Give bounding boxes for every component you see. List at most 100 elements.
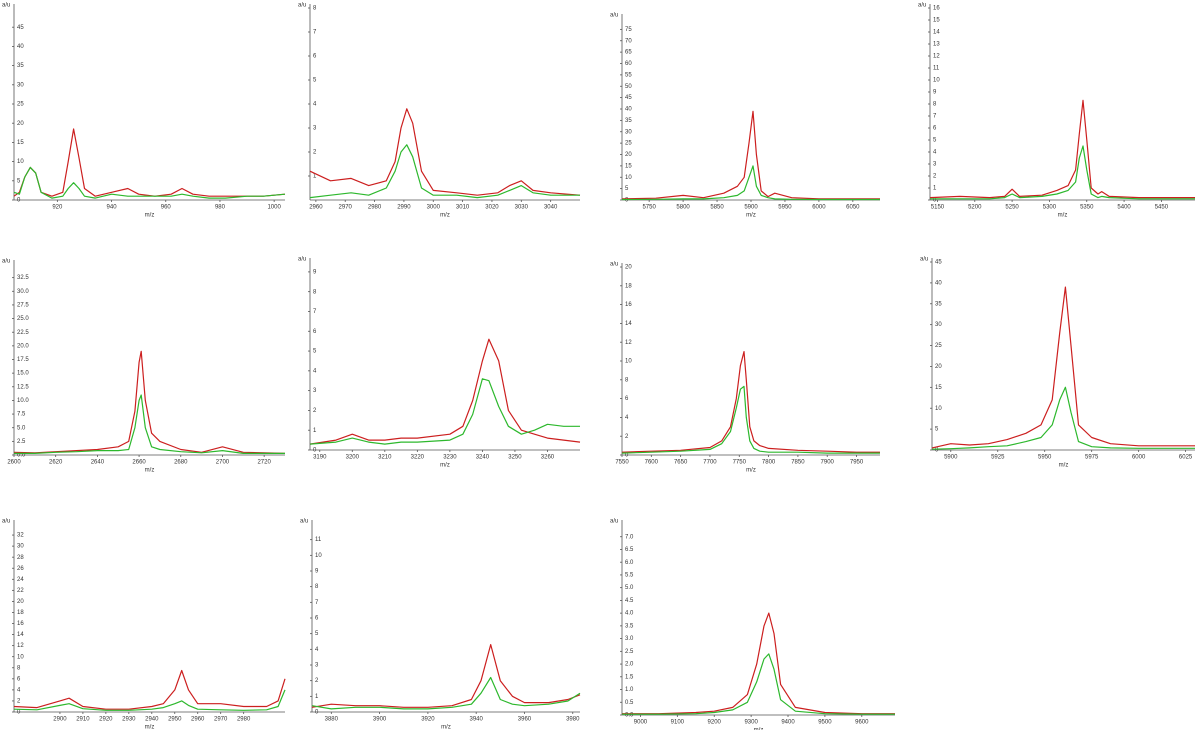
y-tick-label: 15 [935,385,942,391]
x-tick-label: 9300 [744,720,758,726]
y-tick-label: 5 [315,631,319,637]
x-tick-label: 2720 [257,460,271,466]
x-tick-label: 9600 [855,720,869,726]
spectrum-panel: a/u m/z 0.0 2.5 5.0 7.5 10.0 12.5 15.0 17.5 20.0 22… [2,259,286,474]
y-tick-label: 10 [17,654,24,660]
x-tick-label: 5150 [931,205,945,211]
y-tick-label: 3 [313,126,317,132]
y-tick-label: 4 [313,368,317,374]
y-tick-label: 25 [17,102,24,108]
y-tick-label: 15 [625,163,632,169]
x-tick-label: 7600 [645,460,659,466]
y-tick-label: 4 [933,150,937,156]
x-axis-title: m/z [441,725,451,730]
x-tick-label: 960 [161,205,172,211]
y-tick-label: 50 [625,84,632,90]
y-tick-label: 8 [933,102,937,108]
y-tick-label: 8 [625,377,629,383]
y-axis-title: a/u [610,13,618,19]
y-tick-label: 6 [313,329,317,335]
y-tick-label: 5.5 [625,573,634,579]
x-tick-label: 3230 [443,455,457,461]
x-tick-label: 3190 [313,455,327,461]
spectrum-panel: a/u m/z 0 1 2 3 4 5 6 7 8 9 10 11 3880 3900 3920 3940 3960… [300,519,581,730]
y-tick-label: 30 [17,82,24,88]
spectrum-panel: a/u m/z 0 1 2 3 4 5 6 7 8 9 3190 3200 3210 3220 3230 3240… [298,257,581,469]
y-axis-title: a/u [2,259,10,265]
y-tick-label: 2.0 [625,662,634,668]
x-tick-label: 5250 [1005,205,1019,211]
y-tick-label: 8 [315,584,319,590]
x-tick-label: 5925 [991,455,1005,461]
y-tick-label: 5 [313,78,317,84]
y-tick-label: 1.0 [625,687,634,693]
y-tick-label: 10 [933,78,940,84]
x-tick-label: 2620 [49,460,63,466]
x-tick-label: 5300 [1043,205,1057,211]
spectrum-line [930,145,1195,200]
y-tick-label: 0 [625,453,629,459]
x-tick-label: 2960 [191,717,205,723]
x-tick-label: 2970 [339,205,353,211]
x-tick-label: 980 [215,205,226,211]
x-tick-label: 5750 [642,205,656,211]
y-tick-label: 8 [17,665,21,671]
spectrum-line [13,350,286,454]
y-tick-label: 7 [313,30,317,36]
y-tick-label: 3 [315,663,319,669]
y-tick-label: 45 [17,25,24,31]
x-tick-label: 2970 [214,717,228,723]
y-tick-label: 25.0 [17,316,29,322]
x-tick-label: 5450 [1155,205,1169,211]
x-tick-label: 3010 [456,205,470,211]
spectrum-line [931,386,1195,450]
spectrum-line [621,385,880,454]
y-tick-label: 15 [17,140,24,146]
y-tick-label: 16 [17,621,24,627]
x-tick-label: 3980 [566,717,580,723]
y-tick-label: 7.0 [625,534,634,540]
spectrum-line [309,144,580,199]
y-tick-label: 20 [17,121,24,127]
y-tick-label: 12 [625,340,632,346]
spectrum-line [622,612,895,715]
y-tick-label: 10 [935,406,942,412]
y-tick-label: 7.5 [17,412,26,418]
y-tick-label: 6.5 [625,547,634,553]
y-tick-label: 30.0 [17,289,29,295]
y-axis-title: a/u [2,3,10,9]
y-tick-label: 20.0 [17,343,29,349]
y-tick-label: 75 [625,27,632,33]
spectrum-panel: a/u m/z 0.0 0.5 1.0 1.5 2.0 2.5 3.0 3.5 4.0 4.5 5.0 5… [610,519,895,730]
x-tick-label: 7550 [615,460,629,466]
y-tick-label: 9 [933,90,937,96]
x-tick-label: 7650 [674,460,688,466]
y-tick-label: 40 [17,44,24,50]
y-tick-label: 45 [935,260,942,266]
x-axis-title: m/z [440,213,450,219]
x-axis-title: m/z [440,463,450,469]
y-tick-label: 4 [625,415,629,421]
x-tick-label: 2640 [91,460,105,466]
x-axis-title: m/z [145,213,155,219]
x-tick-label: 2920 [99,717,113,723]
x-tick-label: 9400 [781,720,795,726]
y-tick-label: 12 [933,54,940,60]
y-tick-label: 35 [935,301,942,307]
y-tick-label: 18 [17,610,24,616]
x-axis-title: m/z [746,213,756,219]
y-axis-title: a/u [610,519,618,525]
x-tick-label: 5950 [1038,455,1052,461]
x-tick-label: 3040 [544,205,558,211]
y-tick-label: 6.0 [625,560,634,566]
y-tick-label: 9 [313,269,317,275]
y-tick-label: 2 [17,699,21,705]
spectrum-line [309,108,581,196]
x-tick-label: 5900 [744,205,758,211]
x-tick-label: 3260 [541,455,555,461]
y-tick-label: 65 [625,50,632,56]
x-tick-label: 7700 [703,460,717,466]
y-tick-label: 55 [625,72,632,78]
